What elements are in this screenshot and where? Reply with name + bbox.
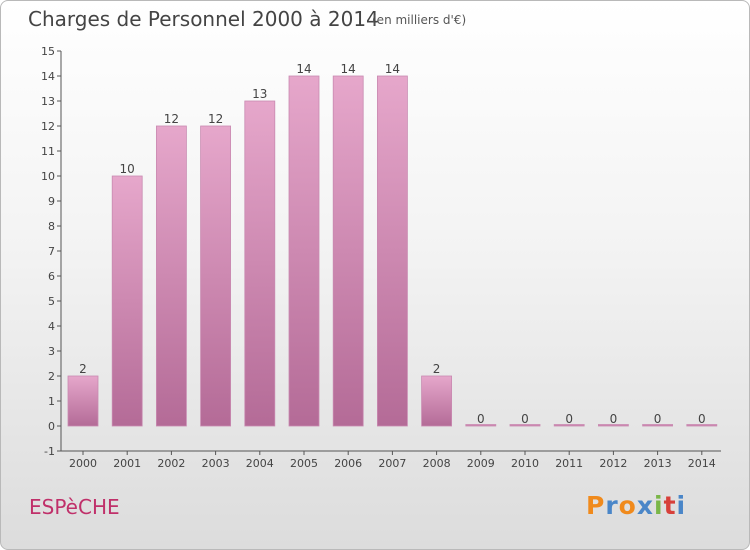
y-tick-label: 7 [48, 245, 55, 258]
bar [111, 175, 143, 427]
y-tick-label: 8 [48, 220, 55, 233]
y-tick-label: 4 [48, 320, 55, 333]
bar [244, 100, 276, 427]
y-tick-label: 11 [41, 145, 55, 158]
commune-name: ESPèCHE [29, 495, 120, 519]
logo-letter: r [605, 491, 619, 520]
bar-value-label: 2 [79, 362, 87, 376]
bar-value-label: 0 [565, 412, 573, 426]
y-tick-label: 12 [41, 120, 55, 133]
y-tick-label: 5 [48, 295, 55, 308]
x-tick-label: 2010 [511, 457, 539, 470]
x-tick-label: 2003 [202, 457, 230, 470]
bar-value-label: 14 [341, 62, 356, 76]
x-tick-label: 2013 [644, 457, 672, 470]
y-tick-label: 15 [41, 45, 55, 58]
bar-value-label: 0 [654, 412, 662, 426]
bar-value-label: 14 [385, 62, 400, 76]
bar [509, 424, 541, 427]
y-tick-label: 10 [41, 170, 55, 183]
bar-value-label: 14 [296, 62, 311, 76]
bar [376, 75, 408, 427]
chart-subtitle: (en milliers d'€) [372, 13, 467, 27]
logo-letter: i [676, 491, 687, 520]
y-tick-label: 9 [48, 195, 55, 208]
logo-letter: t [663, 491, 677, 520]
chart-title: Charges de Personnel 2000 à 2014 [28, 7, 379, 31]
x-tick-label: 2006 [334, 457, 362, 470]
x-tick-label: 2001 [113, 457, 141, 470]
bar-value-label: 2 [433, 362, 441, 376]
x-tick-label: 2005 [290, 457, 318, 470]
x-tick-label: 2002 [157, 457, 185, 470]
y-tick-label: 14 [41, 70, 55, 83]
y-tick-label: 3 [48, 345, 55, 358]
bar [553, 424, 585, 427]
bar [686, 424, 718, 427]
bar [332, 75, 364, 427]
bar-value-label: 0 [477, 412, 485, 426]
x-tick-label: 2011 [555, 457, 583, 470]
y-tick-label: -1 [44, 445, 55, 458]
x-tick-label: 2007 [378, 457, 406, 470]
y-tick-label: 2 [48, 370, 55, 383]
logo-letter: o [618, 491, 637, 520]
bar [598, 424, 629, 427]
bar [642, 424, 673, 427]
bar [421, 375, 453, 427]
x-tick-label: 2009 [467, 457, 495, 470]
bar-value-label: 12 [208, 112, 223, 126]
bar-value-label: 0 [698, 412, 706, 426]
bar [155, 125, 187, 427]
logo-letter: P [586, 491, 606, 520]
bar [465, 424, 497, 427]
proxiti-logo: Proxiti [586, 491, 686, 520]
bar [67, 375, 99, 427]
logo-letter: x [636, 491, 654, 520]
y-tick-label: 1 [48, 395, 55, 408]
bar-value-label: 12 [164, 112, 179, 126]
x-tick-label: 2004 [246, 457, 274, 470]
bar-value-label: 0 [521, 412, 529, 426]
x-tick-label: 2012 [599, 457, 627, 470]
x-tick-label: 2008 [423, 457, 451, 470]
y-tick-label: 13 [41, 95, 55, 108]
y-tick-label: 6 [48, 270, 55, 283]
x-tick-label: 2014 [688, 457, 716, 470]
x-tick-label: 2000 [69, 457, 97, 470]
bar [200, 125, 232, 427]
y-tick-label: 0 [48, 420, 55, 433]
bar [288, 75, 320, 427]
bar-value-label: 13 [252, 87, 267, 101]
bar-value-label: 10 [120, 162, 135, 176]
logo-letter: i [654, 491, 664, 520]
bar-value-label: 0 [610, 412, 618, 426]
